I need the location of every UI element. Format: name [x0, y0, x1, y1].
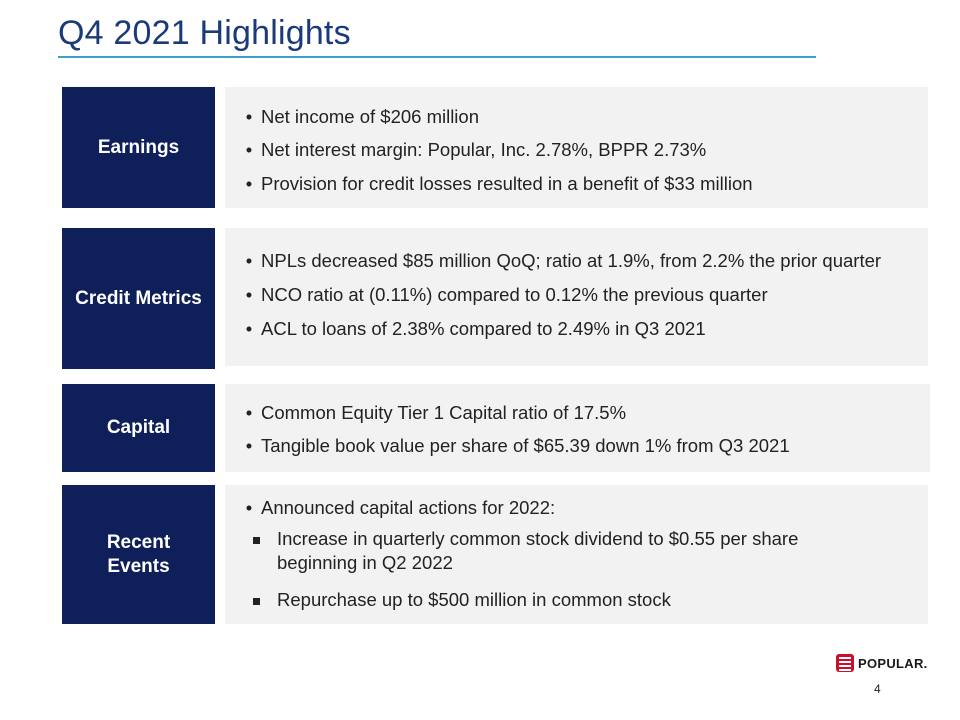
square-bullet-icon: [253, 537, 260, 544]
credit-metrics-label: Credit Metrics: [75, 287, 202, 309]
bullet-dot-icon: •: [245, 139, 253, 160]
bullet-text: ACL to loans of 2.38% compared to 2.49% …: [261, 318, 706, 339]
recent-events-label-line1: Recent: [106, 531, 171, 553]
earnings-label-box: Earnings: [62, 87, 215, 208]
sub-bullet-text-continued: beginning in Q2 2022: [277, 552, 453, 573]
bullet-dot-icon: •: [245, 173, 253, 194]
bullet-text: Announced capital actions for 2022:: [261, 497, 556, 518]
recent-events-label-line2: Events: [107, 555, 170, 577]
logo-text: POPULAR.: [858, 655, 928, 671]
sub-bullet-text: Repurchase up to $500 million in common …: [277, 589, 671, 610]
recent-events-content: • Announced capital actions for 2022: In…: [225, 485, 928, 624]
capital-label: Capital: [106, 417, 171, 438]
credit-metrics-content: • NPLs decreased $85 million QoQ; ratio …: [225, 228, 928, 366]
bullet-text: Common Equity Tier 1 Capital ratio of 17…: [261, 402, 627, 423]
credit-metrics-label-box: Credit Metrics: [62, 228, 215, 369]
title-underline: [58, 56, 816, 58]
sub-bullet-text: Increase in quarterly common stock divid…: [277, 528, 799, 549]
bullet-text: Net interest margin: Popular, Inc. 2.78%…: [261, 139, 707, 160]
capital-content: • Common Equity Tier 1 Capital ratio of …: [225, 384, 930, 472]
bullet-text: Net income of $206 million: [261, 106, 479, 127]
bullet-dot-icon: •: [245, 435, 253, 456]
bullet-text: NPLs decreased $85 million QoQ; ratio at…: [261, 250, 882, 271]
bullet-dot-icon: •: [245, 318, 253, 339]
square-bullet-icon: [253, 598, 260, 605]
capital-label-box: Capital: [62, 384, 215, 472]
bullet-dot-icon: •: [245, 250, 253, 271]
popular-logo: POPULAR.: [836, 654, 928, 672]
bullet-text: Tangible book value per share of $65.39 …: [261, 435, 790, 456]
bullet-text: Provision for credit losses resulted in …: [261, 173, 753, 194]
recent-events-label-box: Recent Events: [62, 485, 215, 624]
popular-logo-icon: [836, 654, 854, 672]
earnings-label: Earnings: [97, 136, 180, 158]
page-number: 4: [874, 682, 881, 696]
bullet-dot-icon: •: [245, 497, 253, 518]
earnings-content: • Net income of $206 million • Net inter…: [225, 87, 928, 208]
page-title: Q4 2021 Highlights: [58, 14, 351, 52]
bullet-text: NCO ratio at (0.11%) compared to 0.12% t…: [261, 284, 768, 305]
bullet-dot-icon: •: [245, 284, 253, 305]
bullet-dot-icon: •: [245, 106, 253, 127]
bullet-dot-icon: •: [245, 402, 253, 423]
